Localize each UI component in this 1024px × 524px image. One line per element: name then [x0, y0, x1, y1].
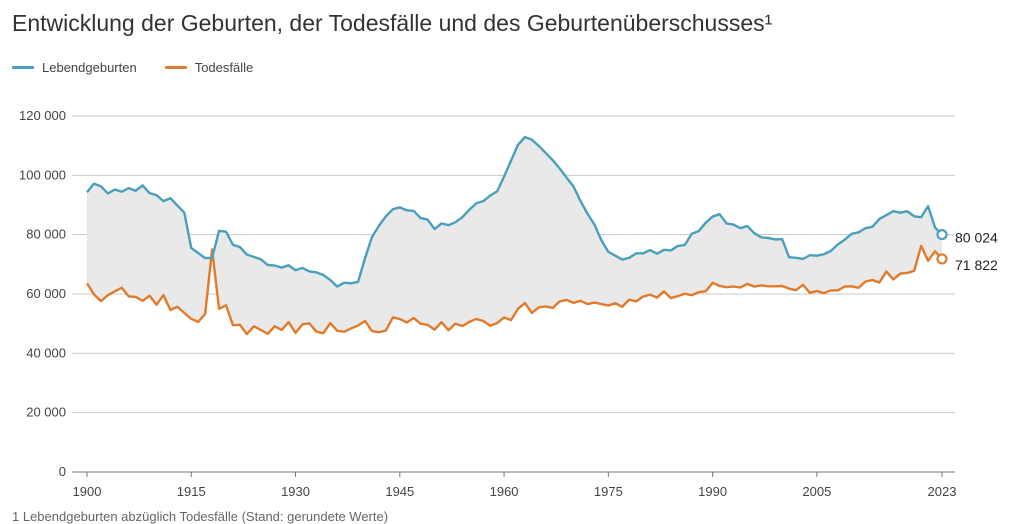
y-tick-label: 120 000: [19, 108, 66, 123]
end-point-births: [936, 228, 948, 241]
end-label-deaths: 71 822: [955, 257, 998, 273]
end-label-births: 80 024: [955, 230, 998, 246]
legend-swatch-deaths: [164, 66, 187, 69]
x-tick-label: 1960: [490, 484, 519, 499]
chart-title: Entwicklung der Geburten, der Todesfälle…: [12, 10, 773, 36]
series-line-births: [86, 135, 943, 288]
series-line-deaths: [85, 244, 943, 336]
x-tick-label: 2005: [802, 484, 831, 499]
x-tick-label: 2023: [928, 484, 957, 499]
source-note: 1 Lebendgeburten abzüglich Todesfälle (S…: [12, 509, 389, 524]
surplus-area: [87, 137, 942, 335]
x-tick-label: 1900: [73, 484, 102, 499]
legend-swatch-births: [12, 66, 34, 69]
legend-item-deaths[interactable]: Todesfälle: [164, 60, 254, 75]
line-chart: 0 20 000 40 000 60 000 80 000 100 000 120 000 1…: [19, 108, 998, 499]
y-tick-label: 80 000: [26, 227, 66, 242]
y-tick-label: 100 000: [19, 167, 66, 182]
x-tick-label: 1930: [281, 484, 310, 499]
x-tick-label: 1915: [177, 484, 206, 499]
legend-label-deaths: Todesfälle: [194, 60, 254, 75]
y-tick-label: 0: [59, 464, 66, 479]
x-tick-label: 1945: [385, 484, 414, 499]
x-tick-label: 1990: [698, 484, 727, 499]
y-tick-label: 40 000: [26, 345, 66, 360]
end-point-deaths: [936, 253, 948, 265]
x-tick-label: 1975: [594, 484, 623, 499]
legend-label-births: Lebendgeburten: [42, 60, 137, 75]
legend-item-births[interactable]: Lebendgeburten: [12, 60, 137, 75]
y-tick-label: 60 000: [26, 286, 66, 301]
legend: Lebendgeburten Todesfälle: [12, 60, 253, 75]
y-tick-label: 20 000: [26, 405, 66, 420]
